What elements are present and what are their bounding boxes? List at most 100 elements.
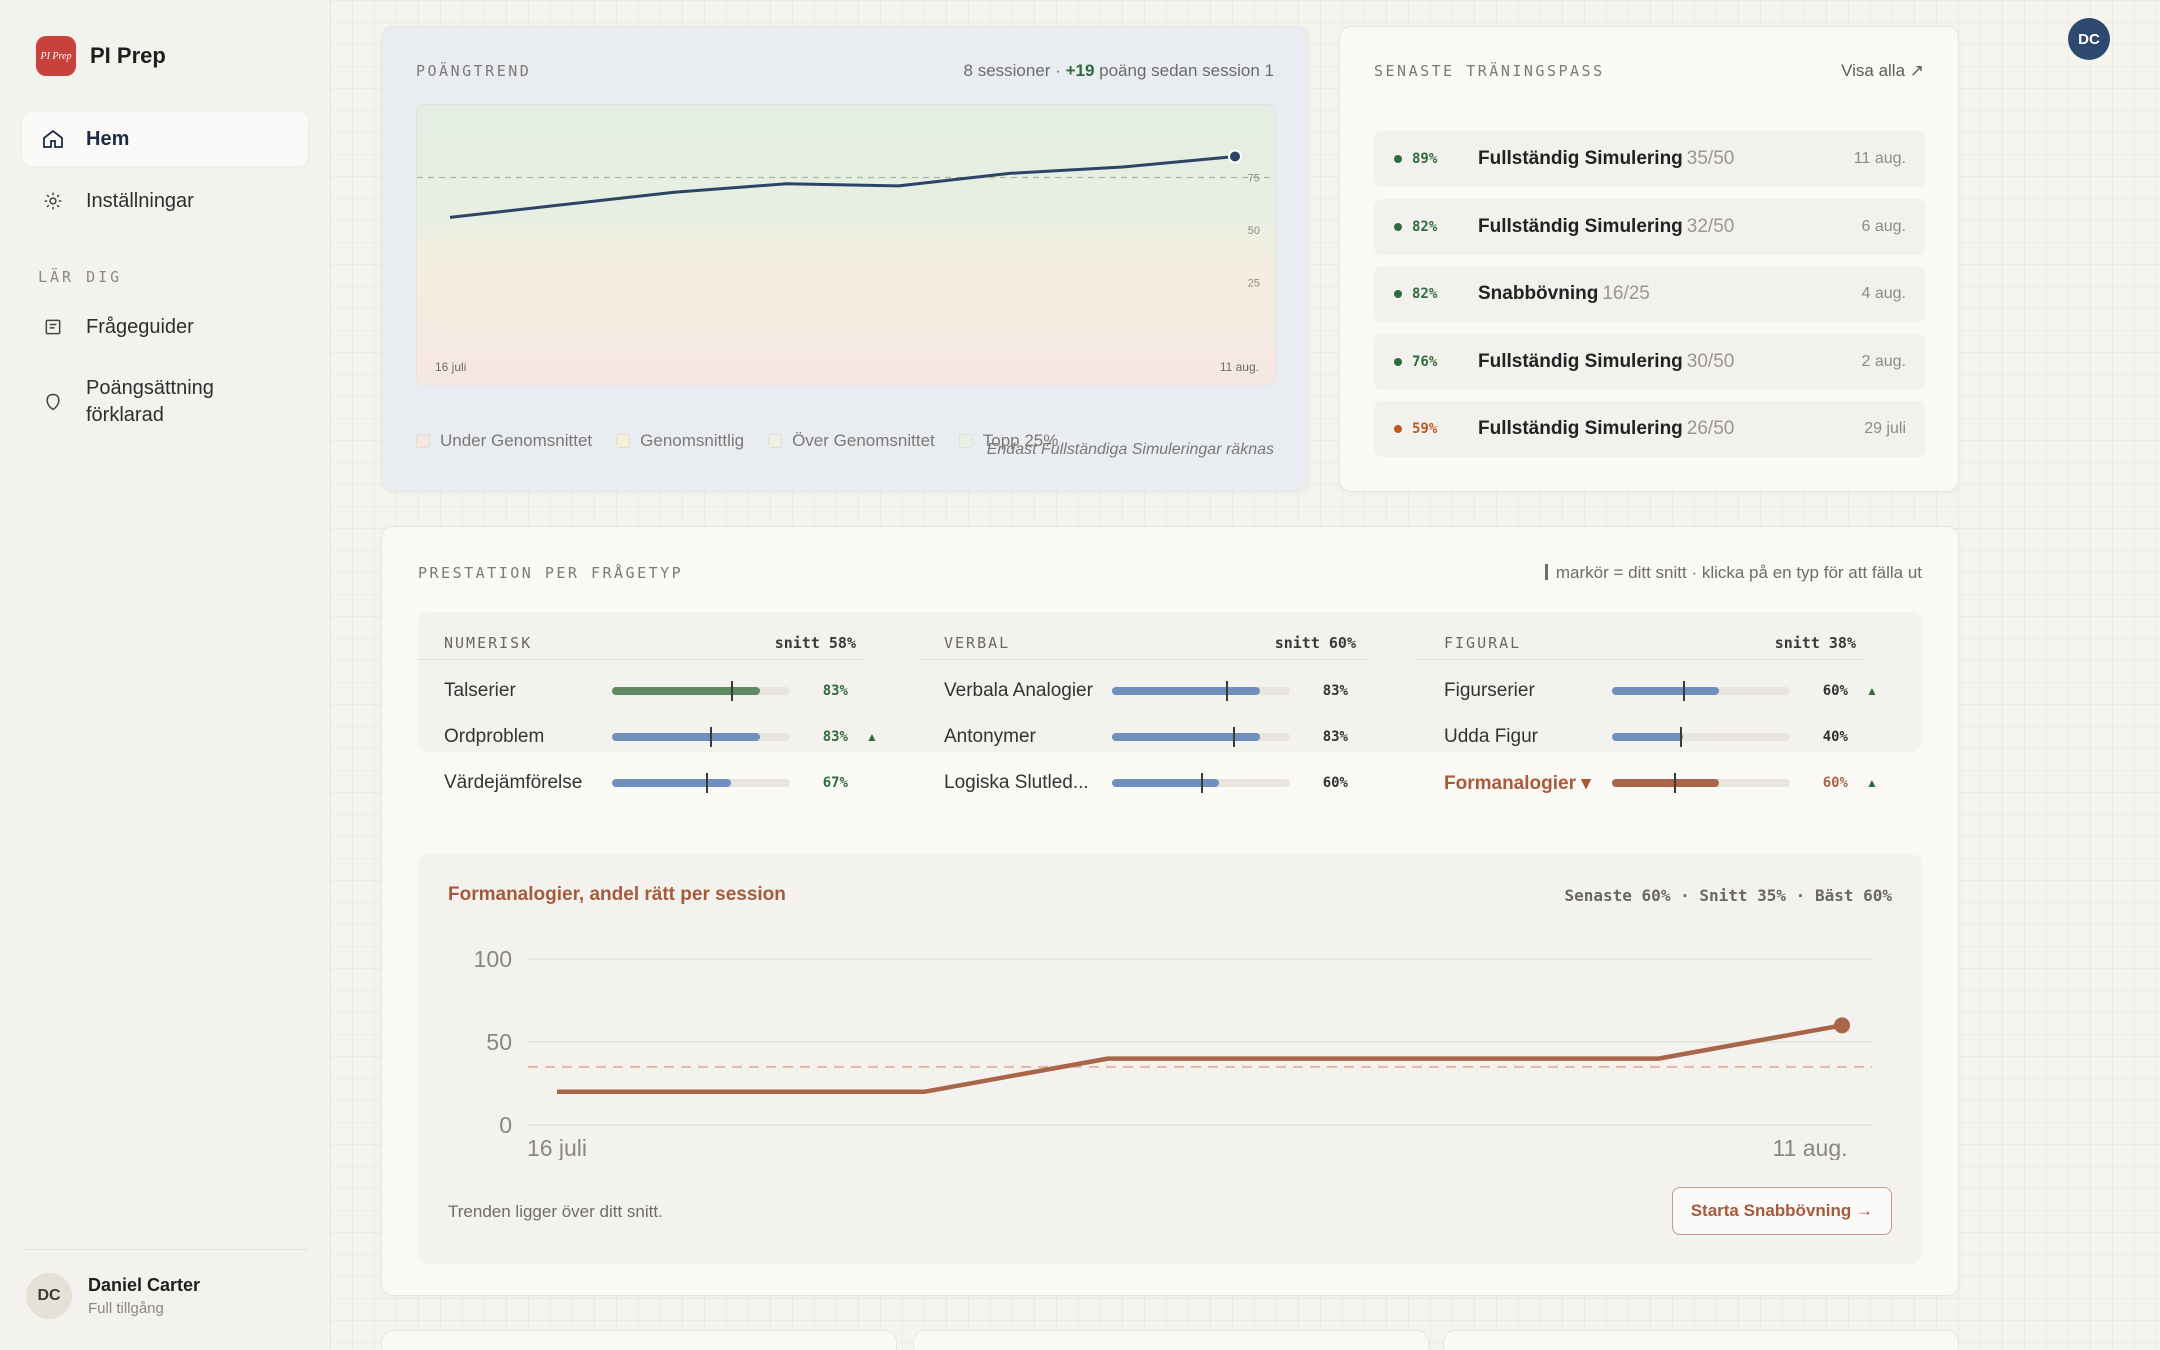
session-percent: 59% xyxy=(1412,421,1438,437)
start-quick-practice-button[interactable]: Starta Snabbövning → xyxy=(1671,1187,1892,1235)
question-type-name: Ordproblem xyxy=(444,726,545,747)
latest-point[interactable] xyxy=(1834,1017,1850,1034)
question-type-row[interactable]: Antonymer 83% xyxy=(918,714,1366,760)
brand[interactable]: PI Prep PI Prep xyxy=(36,36,166,76)
sidebar-item-home[interactable]: Hem xyxy=(22,112,308,166)
trend-up-icon: ▲ xyxy=(866,730,878,744)
question-type-row[interactable]: Värdejämförelse 67% xyxy=(418,760,866,806)
session-name: Fullständig Simulering xyxy=(1478,148,1683,169)
session-percent: 76% xyxy=(1412,353,1438,370)
latest-point[interactable] xyxy=(1228,149,1242,164)
question-type-percent: 83% xyxy=(822,683,848,699)
session-score: 16/25 xyxy=(1602,283,1650,304)
marker-hint: markör = ditt snitt · klicka på en typ f… xyxy=(1544,563,1922,583)
session-score: 35/50 xyxy=(1686,148,1735,169)
session-percent: 82% xyxy=(1412,286,1438,302)
question-type-row[interactable]: Verbala Analogier 83% xyxy=(918,668,1366,714)
user-name: Daniel Carter xyxy=(88,1275,201,1295)
group-header: VERBAL snitt 60% xyxy=(918,626,1366,660)
status-dot xyxy=(1394,290,1402,298)
group-average: snitt 60% xyxy=(1274,633,1356,652)
session-score: 32/50 xyxy=(1686,215,1735,237)
question-type-row[interactable]: Figurserier 60% ▲ xyxy=(1418,668,1878,714)
question-type-name: Logiska Slutled... xyxy=(944,772,1089,793)
score-bar xyxy=(1112,681,1290,701)
account-avatar[interactable]: DC xyxy=(2068,18,2110,60)
question-type-row[interactable]: Udda Figur 40% xyxy=(1418,714,1866,760)
recent-session-row[interactable]: 89% Fullständig Simulering 35/50 11 aug. xyxy=(1374,131,1926,187)
question-type-name: Verbala Analogier xyxy=(944,680,1093,701)
recent-session-row[interactable]: 82% Fullständig Simulering 32/50 6 aug. xyxy=(1374,198,1926,255)
question-type-row[interactable]: Talserier 83% xyxy=(418,668,866,714)
legend-item: Genomsnittlig xyxy=(616,431,744,451)
question-type-row[interactable]: Ordproblem 83% ▲ xyxy=(418,714,878,760)
zone-background xyxy=(417,105,1275,385)
session-score: 26/50 xyxy=(1686,418,1735,439)
question-type-percent: 83% xyxy=(1322,729,1348,745)
legend-swatch xyxy=(958,434,973,448)
question-type-groups: NUMERISK snitt 58% Talserier 83% Ordproblem 8… xyxy=(418,612,1922,806)
session-percent: 89% xyxy=(1412,151,1438,167)
gear-icon xyxy=(40,188,66,214)
app-logo: PI Prep xyxy=(36,36,76,76)
legend-swatch xyxy=(416,434,430,448)
recent-session-row[interactable]: 59% Fullständig Simulering 26/50 29 juli xyxy=(1374,401,1926,457)
trend-up-icon: ▲ xyxy=(1866,776,1878,790)
performance-card: PRESTATION PER FRÅGETYP markör = ditt sn… xyxy=(381,526,1959,1296)
group-title: VERBAL xyxy=(944,633,1011,652)
recent-sessions-card: SENASTE TRÄNINGSPASS Visa alla ↗ 89% Full… xyxy=(1339,26,1959,492)
score-bar xyxy=(1612,773,1790,793)
score-trend-chart: 25 50 75 16 juli 11 aug. xyxy=(416,104,1276,386)
sidebar-divider xyxy=(22,1249,308,1250)
score-bar-fill xyxy=(612,733,760,741)
status-dot xyxy=(1394,222,1402,231)
view-all-link[interactable]: Visa alla ↗ xyxy=(1841,61,1924,80)
detail-title: Formanalogier, andel rätt per session xyxy=(448,884,786,905)
session-score: 30/50 xyxy=(1686,350,1735,372)
trend-chart-svg: 25 50 75 16 juli 11 aug. xyxy=(417,105,1275,385)
average-marker xyxy=(1201,773,1203,793)
y-tick-label: 0 xyxy=(499,1112,512,1138)
user-profile[interactable]: DC Daniel Carter Full tillgång xyxy=(26,1273,200,1319)
score-bar-fill xyxy=(1612,687,1719,695)
recent-session-row[interactable]: 82% Snabbövning 16/25 4 aug. xyxy=(1374,266,1926,322)
question-type-name: Udda Figur xyxy=(1444,726,1538,747)
score-bar-fill xyxy=(1112,687,1260,695)
sidebar-item-question-guides[interactable]: Frågeguider xyxy=(22,300,308,354)
detail-chart-svg: 0 50 100 16 juli 11 aug. xyxy=(474,946,1872,1161)
detail-chart: 0 50 100 16 juli 11 aug. xyxy=(448,930,1888,1161)
score-bar xyxy=(1612,727,1790,747)
status-dot xyxy=(1394,155,1402,163)
session-name: Fullständig Simulering xyxy=(1478,215,1683,237)
sidebar-item-settings[interactable]: Inställningar xyxy=(22,174,308,228)
legend-swatch xyxy=(768,434,783,448)
accuracy-line xyxy=(557,1023,1843,1095)
legend-label: Över Genomsnittet xyxy=(792,431,935,450)
question-type-row[interactable]: Formanalogier ▾ 60% ▲ xyxy=(1418,760,1878,806)
sidebar-item-label: Inställningar xyxy=(86,189,194,212)
question-type-row[interactable]: Logiska Slutled... 60% xyxy=(918,760,1366,806)
detail-note: Trenden ligger över ditt snitt. xyxy=(448,1202,663,1221)
session-date: 2 aug. xyxy=(1861,352,1906,370)
user-plan: Full tillgång xyxy=(88,1300,164,1317)
session-date: 11 aug. xyxy=(1853,150,1906,167)
group-average: snitt 58% xyxy=(774,633,856,652)
session-percent: 82% xyxy=(1412,218,1438,235)
y-tick-label: 25 xyxy=(1248,278,1260,290)
average-marker xyxy=(1233,727,1236,747)
session-date: 29 juli xyxy=(1864,420,1906,437)
sidebar-item-label: Frågeguider xyxy=(86,315,194,338)
legend-item: Topp 25% xyxy=(958,431,1058,451)
label-line-2: förklarad xyxy=(86,404,164,426)
bottom-card xyxy=(381,1330,897,1350)
score-bar-fill xyxy=(1612,733,1684,741)
sidebar-item-scoring[interactable]: Poängsättning förklarad xyxy=(22,366,308,438)
question-type-percent: 83% xyxy=(1322,683,1348,699)
recent-session-row[interactable]: 76% Fullständig Simulering 30/50 2 aug. xyxy=(1374,333,1926,390)
marker-icon xyxy=(1544,564,1548,580)
group-title: NUMERISK xyxy=(444,633,533,652)
score-bar-fill xyxy=(612,687,760,695)
question-type-percent: 60% xyxy=(1822,775,1848,791)
summary-suffix: poäng sedan session 1 xyxy=(1094,61,1274,80)
x-tick-label: 11 aug. xyxy=(1772,1135,1847,1160)
